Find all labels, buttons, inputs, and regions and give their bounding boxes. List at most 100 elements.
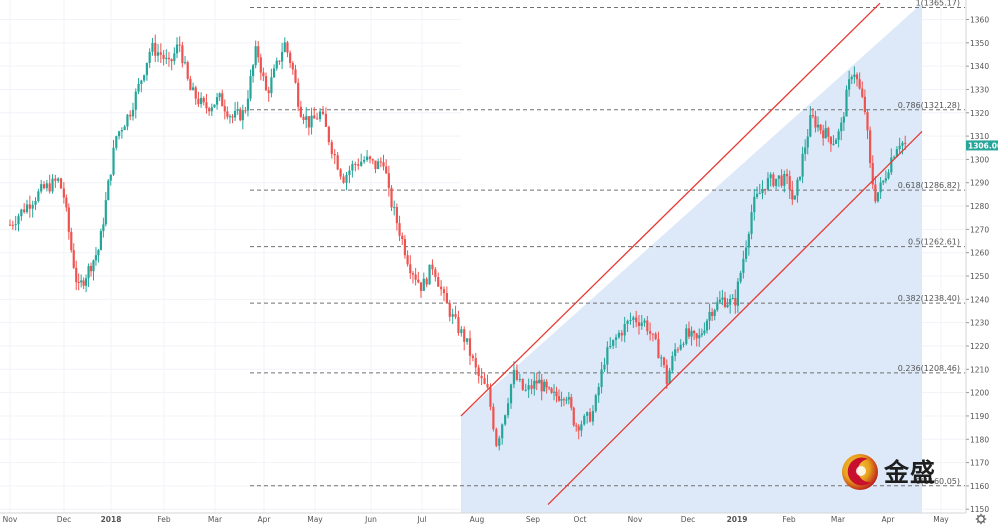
candle-body — [297, 82, 300, 107]
candle-body — [646, 320, 649, 332]
candle-body — [660, 357, 663, 359]
candle-body — [834, 139, 838, 144]
candle-body — [302, 116, 305, 120]
candle-body — [215, 97, 219, 105]
candle-body — [617, 332, 621, 338]
candle-body — [901, 142, 904, 146]
candle-body — [597, 387, 600, 396]
candle-body — [406, 255, 409, 265]
candle-body — [588, 412, 592, 422]
time-tick-label: Aug — [470, 515, 485, 524]
candle-body — [330, 142, 333, 154]
candle-body — [866, 112, 869, 131]
time-tick-label: Feb — [782, 515, 796, 524]
candle-body — [422, 278, 425, 291]
time-tick-label: May — [307, 515, 323, 524]
candle-body — [477, 367, 480, 376]
candle-body — [231, 116, 234, 118]
candle-body — [417, 279, 420, 283]
candle-body — [668, 370, 671, 384]
price-axis[interactable]: 1150 1160 1170 1180 1190 1200 1210 1220 1230 1240… — [965, 0, 998, 527]
fib-label: 0.618(1286.82) — [898, 181, 960, 190]
candle-body — [226, 111, 229, 117]
candle-body — [283, 42, 286, 52]
candle-body — [780, 175, 783, 186]
channel-upper-line — [460, 2, 881, 417]
candle-body — [223, 106, 226, 112]
candle-body — [594, 395, 597, 412]
candle-body — [861, 88, 864, 97]
candle-body — [189, 78, 192, 91]
candle-body — [791, 189, 794, 200]
candlestick-series[interactable] — [8, 34, 907, 451]
time-tick-label: 2018 — [101, 515, 122, 524]
candle-body — [863, 96, 866, 113]
candle-body — [336, 155, 339, 170]
candle-body — [562, 399, 566, 401]
candle-body — [379, 161, 382, 163]
logo-mark-icon — [842, 454, 878, 490]
candle-body — [713, 310, 716, 316]
fib-label: 1(1365.17) — [916, 0, 960, 7]
gear-icon[interactable] — [975, 513, 987, 525]
candle-body — [747, 233, 750, 248]
time-axis[interactable]: Nov Dec 2018 Feb Mar Apr May Jun Jul Aug Sep Oct Nov… — [0, 512, 966, 524]
candle-body — [348, 170, 351, 175]
candle-body — [892, 156, 896, 158]
candle-body — [871, 163, 874, 185]
price-tick-label: 1270 — [970, 225, 989, 234]
candle-body — [62, 188, 65, 198]
candle-body — [552, 391, 556, 393]
candle-body — [632, 317, 635, 321]
candle-body — [829, 136, 832, 145]
candle-body — [716, 301, 719, 311]
price-tick-label: 1340 — [970, 62, 989, 71]
candle-body — [674, 349, 677, 357]
logo-text: 金盛 — [884, 458, 937, 487]
candle-body — [339, 169, 342, 177]
price-tick-label: 1180 — [970, 435, 989, 444]
candle-body — [463, 329, 466, 342]
candle-body — [726, 304, 729, 307]
candle-body — [291, 62, 294, 70]
candle-body — [270, 77, 273, 94]
price-axis-bg — [966, 0, 998, 527]
candle-body — [244, 110, 247, 112]
candle-body — [393, 207, 396, 209]
candle-body — [11, 224, 14, 226]
candle-body — [48, 183, 51, 192]
candle-body — [739, 272, 742, 282]
candle-body — [654, 333, 657, 340]
candle-body — [693, 330, 696, 334]
candle-body — [17, 216, 20, 225]
candle-body — [640, 322, 643, 326]
candle-body — [67, 207, 70, 232]
candle-body — [294, 69, 297, 83]
candle-body — [148, 51, 151, 63]
candle-body — [368, 156, 372, 160]
candle-body — [853, 74, 856, 77]
last-price-tag-label: 1306.00 — [968, 141, 998, 150]
candle-body — [431, 264, 434, 270]
time-tick-label: Nov — [628, 515, 643, 524]
candle-body — [374, 160, 377, 170]
candle-body — [772, 174, 775, 186]
candle-body — [586, 412, 589, 416]
candle-body — [313, 115, 316, 119]
candle-body — [321, 111, 325, 114]
candle-body — [218, 93, 221, 98]
candle-body — [233, 110, 237, 118]
candle-body — [798, 176, 802, 180]
candle-body — [788, 176, 791, 190]
candle-body — [687, 328, 691, 337]
price-tick-label: 1310 — [970, 132, 989, 141]
candle-body — [824, 128, 827, 139]
candle-body — [59, 178, 63, 189]
candle-body — [382, 162, 385, 167]
candle-body — [887, 172, 890, 179]
time-tick-label: Mar — [831, 515, 846, 524]
candle-body — [167, 57, 171, 60]
time-tick-label: Dec — [681, 515, 696, 524]
